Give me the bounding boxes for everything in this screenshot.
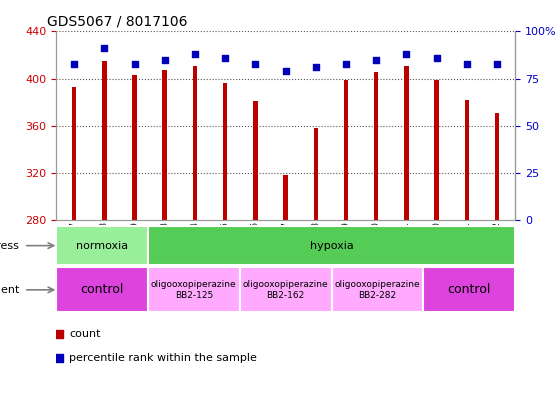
Point [250,255,259,261]
Point [69,61,78,67]
Text: stress: stress [0,241,19,251]
Bar [102,61,106,220]
Bar [344,80,348,220]
Point [372,57,381,63]
Bar [404,66,409,220]
Text: count: count [69,329,101,340]
Bar [132,75,137,220]
Bar [148,226,515,265]
Point [493,61,502,67]
Text: oligooxopiperazine
BB2-162: oligooxopiperazine BB2-162 [243,280,328,299]
Bar [240,267,332,312]
Text: oligooxopiperazine
BB2-125: oligooxopiperazine BB2-125 [151,280,236,299]
Text: agent: agent [0,285,19,295]
Bar [283,175,288,220]
Point [251,61,260,67]
Text: normoxia: normoxia [76,241,128,251]
Bar [435,80,439,220]
Point [402,51,411,57]
Bar [56,267,148,312]
Point [463,61,472,67]
Bar [253,101,258,220]
Text: oligooxopiperazine
BB2-282: oligooxopiperazine BB2-282 [335,280,420,299]
Bar [314,128,318,220]
Bar [56,226,148,265]
Bar [72,87,76,220]
Point [342,61,351,67]
Bar [465,100,469,220]
Point [160,57,169,63]
Bar [193,66,197,220]
Bar [148,267,240,312]
Text: control: control [80,283,124,296]
Point [281,68,290,74]
Bar [332,267,423,312]
Point [130,61,139,67]
Bar [495,113,500,220]
Point [221,55,230,61]
Bar [162,70,167,220]
Text: percentile rank within the sample: percentile rank within the sample [69,353,257,363]
Point [100,45,109,51]
Bar [374,72,379,220]
Point [190,51,199,57]
Text: GDS5067 / 8017106: GDS5067 / 8017106 [47,15,187,29]
Point [250,40,259,47]
Bar [423,267,515,312]
Bar [223,83,227,220]
Point [432,55,441,61]
Point [311,64,320,70]
Text: hypoxia: hypoxia [310,241,353,251]
Text: control: control [447,283,491,296]
